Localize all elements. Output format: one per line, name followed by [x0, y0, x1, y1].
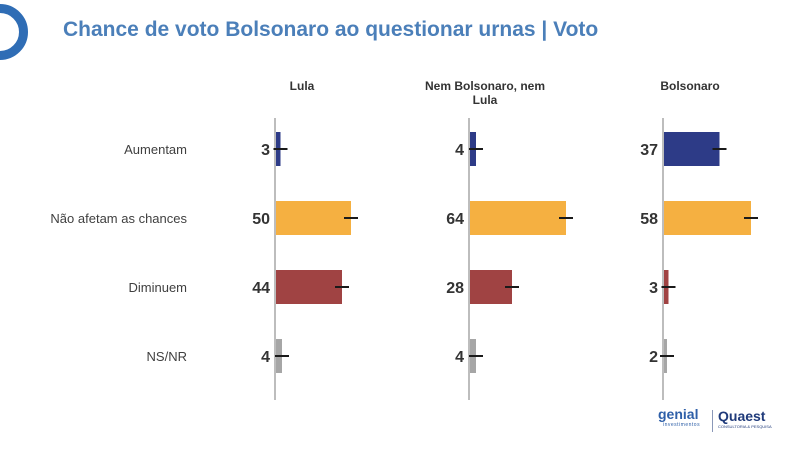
data-label: 4: [455, 142, 464, 159]
data-label: 4: [455, 349, 464, 366]
data-label: 58: [640, 211, 658, 228]
panel-header: Bolsonaro: [660, 79, 719, 93]
genial-logo-subtitle: investimentos: [663, 422, 701, 428]
data-label: 2: [649, 349, 658, 366]
bar: [276, 201, 351, 235]
data-label: 37: [640, 142, 658, 159]
data-label: 50: [252, 211, 270, 228]
category-label: NS/NR: [147, 349, 187, 364]
data-label: 44: [252, 280, 270, 297]
category-label: Não afetam as chances: [50, 211, 187, 226]
brand-ring-icon: [0, 4, 28, 60]
page-title: Chance de voto Bolsonaro ao questionar u…: [63, 18, 599, 41]
logo-divider: [712, 410, 713, 432]
data-label: 3: [261, 142, 270, 159]
quaest-logo: Quaest: [718, 408, 766, 424]
panel-header: Lula: [290, 79, 315, 93]
panel-header: Lula: [473, 93, 498, 107]
data-label: 28: [446, 280, 464, 297]
category-label: Diminuem: [128, 280, 187, 295]
bar: [470, 201, 566, 235]
data-label: 64: [446, 211, 464, 228]
genial-logo: genial: [658, 406, 699, 422]
category-label: Aumentam: [124, 142, 187, 157]
data-label: 4: [261, 349, 270, 366]
data-label: 3: [649, 280, 658, 297]
panel-header: Nem Bolsonaro, nem: [425, 79, 545, 93]
bar: [664, 201, 751, 235]
logos-area: genial investimentos Quaest CONSULTORIA …: [655, 406, 775, 436]
bar: [276, 270, 342, 304]
quaest-logo-subtitle: CONSULTORIA & PESQUISA: [718, 424, 772, 429]
bar: [664, 132, 720, 166]
